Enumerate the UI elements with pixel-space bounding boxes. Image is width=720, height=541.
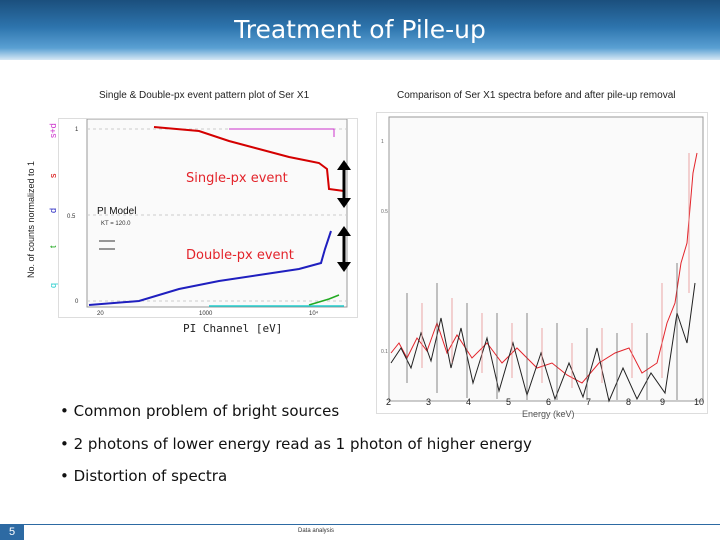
right-tick-3: 3 [426, 397, 432, 407]
left-xlabel: PI Channel [eV] [183, 322, 283, 335]
left-ylabel: No. of counts normalized to 1 [26, 160, 36, 278]
title-bar [0, 0, 720, 60]
right-tick-4: 4 [466, 397, 472, 407]
slide-number: 5 [0, 524, 24, 540]
bullet-2: • 2 photons of lower energy read as 1 ph… [60, 435, 532, 453]
comparison-spectrum-plot: 1 0.5 0.1 [376, 112, 708, 414]
right-tick-7: 7 [586, 397, 592, 407]
right-caption: Comparison of Ser X1 spectra before and … [397, 90, 676, 101]
legend-title: PI Model [97, 206, 136, 217]
green-curve [308, 294, 340, 306]
right-tick-8: 8 [626, 397, 632, 407]
svg-text:d: d [48, 208, 58, 213]
right-tick-6: 6 [546, 397, 552, 407]
right-tick-9: 9 [660, 397, 666, 407]
right-xlabel: Energy (keV) [522, 409, 575, 419]
left-caption: Single & Double-px event pattern plot of… [99, 90, 310, 101]
svg-text:0.5: 0.5 [67, 214, 76, 220]
double-px-curve [88, 230, 332, 306]
svg-text:s: s [48, 173, 58, 178]
svg-text:1: 1 [75, 127, 79, 133]
pattern-plot: 1 0.5 0 PI Model KT = 120.0 20 1000 10⁴ [58, 118, 358, 318]
svg-text:1: 1 [381, 139, 384, 145]
svg-text:0: 0 [75, 299, 79, 305]
svg-text:20: 20 [97, 311, 104, 317]
spectrum-black [390, 282, 696, 403]
right-tick-10: 10 [694, 397, 705, 407]
footer-text: Data analysis [298, 528, 335, 534]
single-px-curve [153, 126, 345, 192]
single-px-label: Single-px event [186, 171, 288, 186]
right-tick-2: 2 [386, 397, 392, 407]
bullet-3: • Distortion of spectra [60, 467, 228, 485]
bullet-1: • Common problem of bright sources [60, 402, 340, 420]
arrows-icon [337, 160, 351, 272]
svg-text:0.1: 0.1 [381, 349, 388, 355]
magenta-curve [229, 128, 335, 137]
svg-text:10⁴: 10⁴ [309, 310, 319, 317]
svg-text:t: t [48, 245, 58, 248]
svg-text:q: q [48, 283, 58, 288]
footer-bar [0, 524, 720, 541]
svg-text:0.5: 0.5 [381, 209, 388, 215]
svg-text:1000: 1000 [199, 311, 213, 317]
slide-title: Treatment of Pile-up [234, 15, 486, 44]
pattern-legend-strip: s+d s d t q [46, 118, 60, 298]
spectrum-red [390, 152, 698, 384]
legend-sub: KT = 120.0 [101, 221, 131, 227]
double-px-label: Double-px event [186, 248, 294, 263]
right-tick-5: 5 [506, 397, 512, 407]
svg-text:s+d: s+d [48, 123, 58, 138]
